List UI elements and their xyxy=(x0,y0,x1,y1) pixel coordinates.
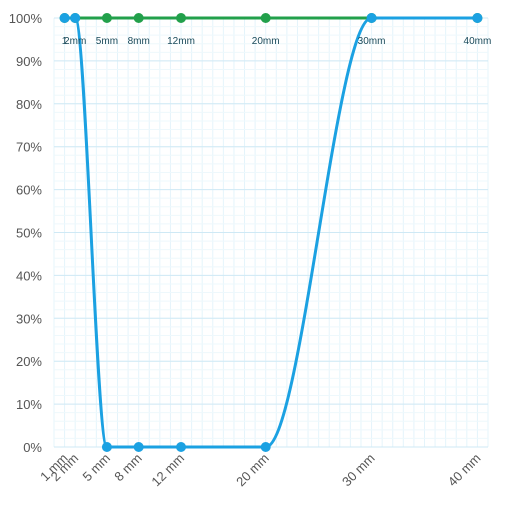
y-tick-label: 20% xyxy=(16,354,42,369)
series-2-point[interactable] xyxy=(70,13,81,23)
series-2-point[interactable] xyxy=(101,442,112,452)
x-tick-label: 40 mm xyxy=(445,451,484,490)
y-tick-label: 60% xyxy=(16,183,42,198)
x-tick-label: 30 mm xyxy=(339,451,378,490)
series-2-point[interactable] xyxy=(133,442,144,452)
y-tick-label: 50% xyxy=(16,226,42,241)
point-label: 40mm xyxy=(464,36,492,47)
series-1-point[interactable] xyxy=(101,13,112,23)
point-label: 20mm xyxy=(252,36,280,47)
x-tick-label: 5 mm xyxy=(79,451,113,485)
series-2-point[interactable] xyxy=(260,442,271,452)
point-label: 1 xyxy=(62,36,68,47)
point-label: 12mm xyxy=(167,36,195,47)
y-tick-label: 90% xyxy=(16,54,42,69)
y-tick-label: 30% xyxy=(16,311,42,326)
point-label: 2mm xyxy=(64,36,86,47)
point-label: 30mm xyxy=(358,36,386,47)
y-tick-label: 40% xyxy=(16,268,42,283)
series-2-point[interactable] xyxy=(176,442,187,452)
series-1-point[interactable] xyxy=(260,13,271,23)
y-tick-label: 0% xyxy=(23,440,42,455)
series-2-point[interactable] xyxy=(472,13,483,23)
y-tick-label: 10% xyxy=(16,397,42,412)
point-label: 8mm xyxy=(128,36,150,47)
series-2-line xyxy=(63,16,479,449)
x-tick-label: 12 mm xyxy=(148,451,187,490)
x-tick-label: 20 mm xyxy=(233,451,272,490)
x-tick-label: 8 mm xyxy=(111,451,145,485)
series-1-point[interactable] xyxy=(176,13,187,23)
y-tick-label: 100% xyxy=(9,11,43,26)
y-tick-label: 70% xyxy=(16,140,42,155)
point-label: 5mm xyxy=(96,36,118,47)
series-2-point[interactable] xyxy=(366,13,377,23)
x-tick-label: 2 mm xyxy=(48,451,82,485)
series-1-point[interactable] xyxy=(133,13,144,23)
series-2-point[interactable] xyxy=(59,13,70,23)
y-tick-label: 80% xyxy=(16,97,42,112)
